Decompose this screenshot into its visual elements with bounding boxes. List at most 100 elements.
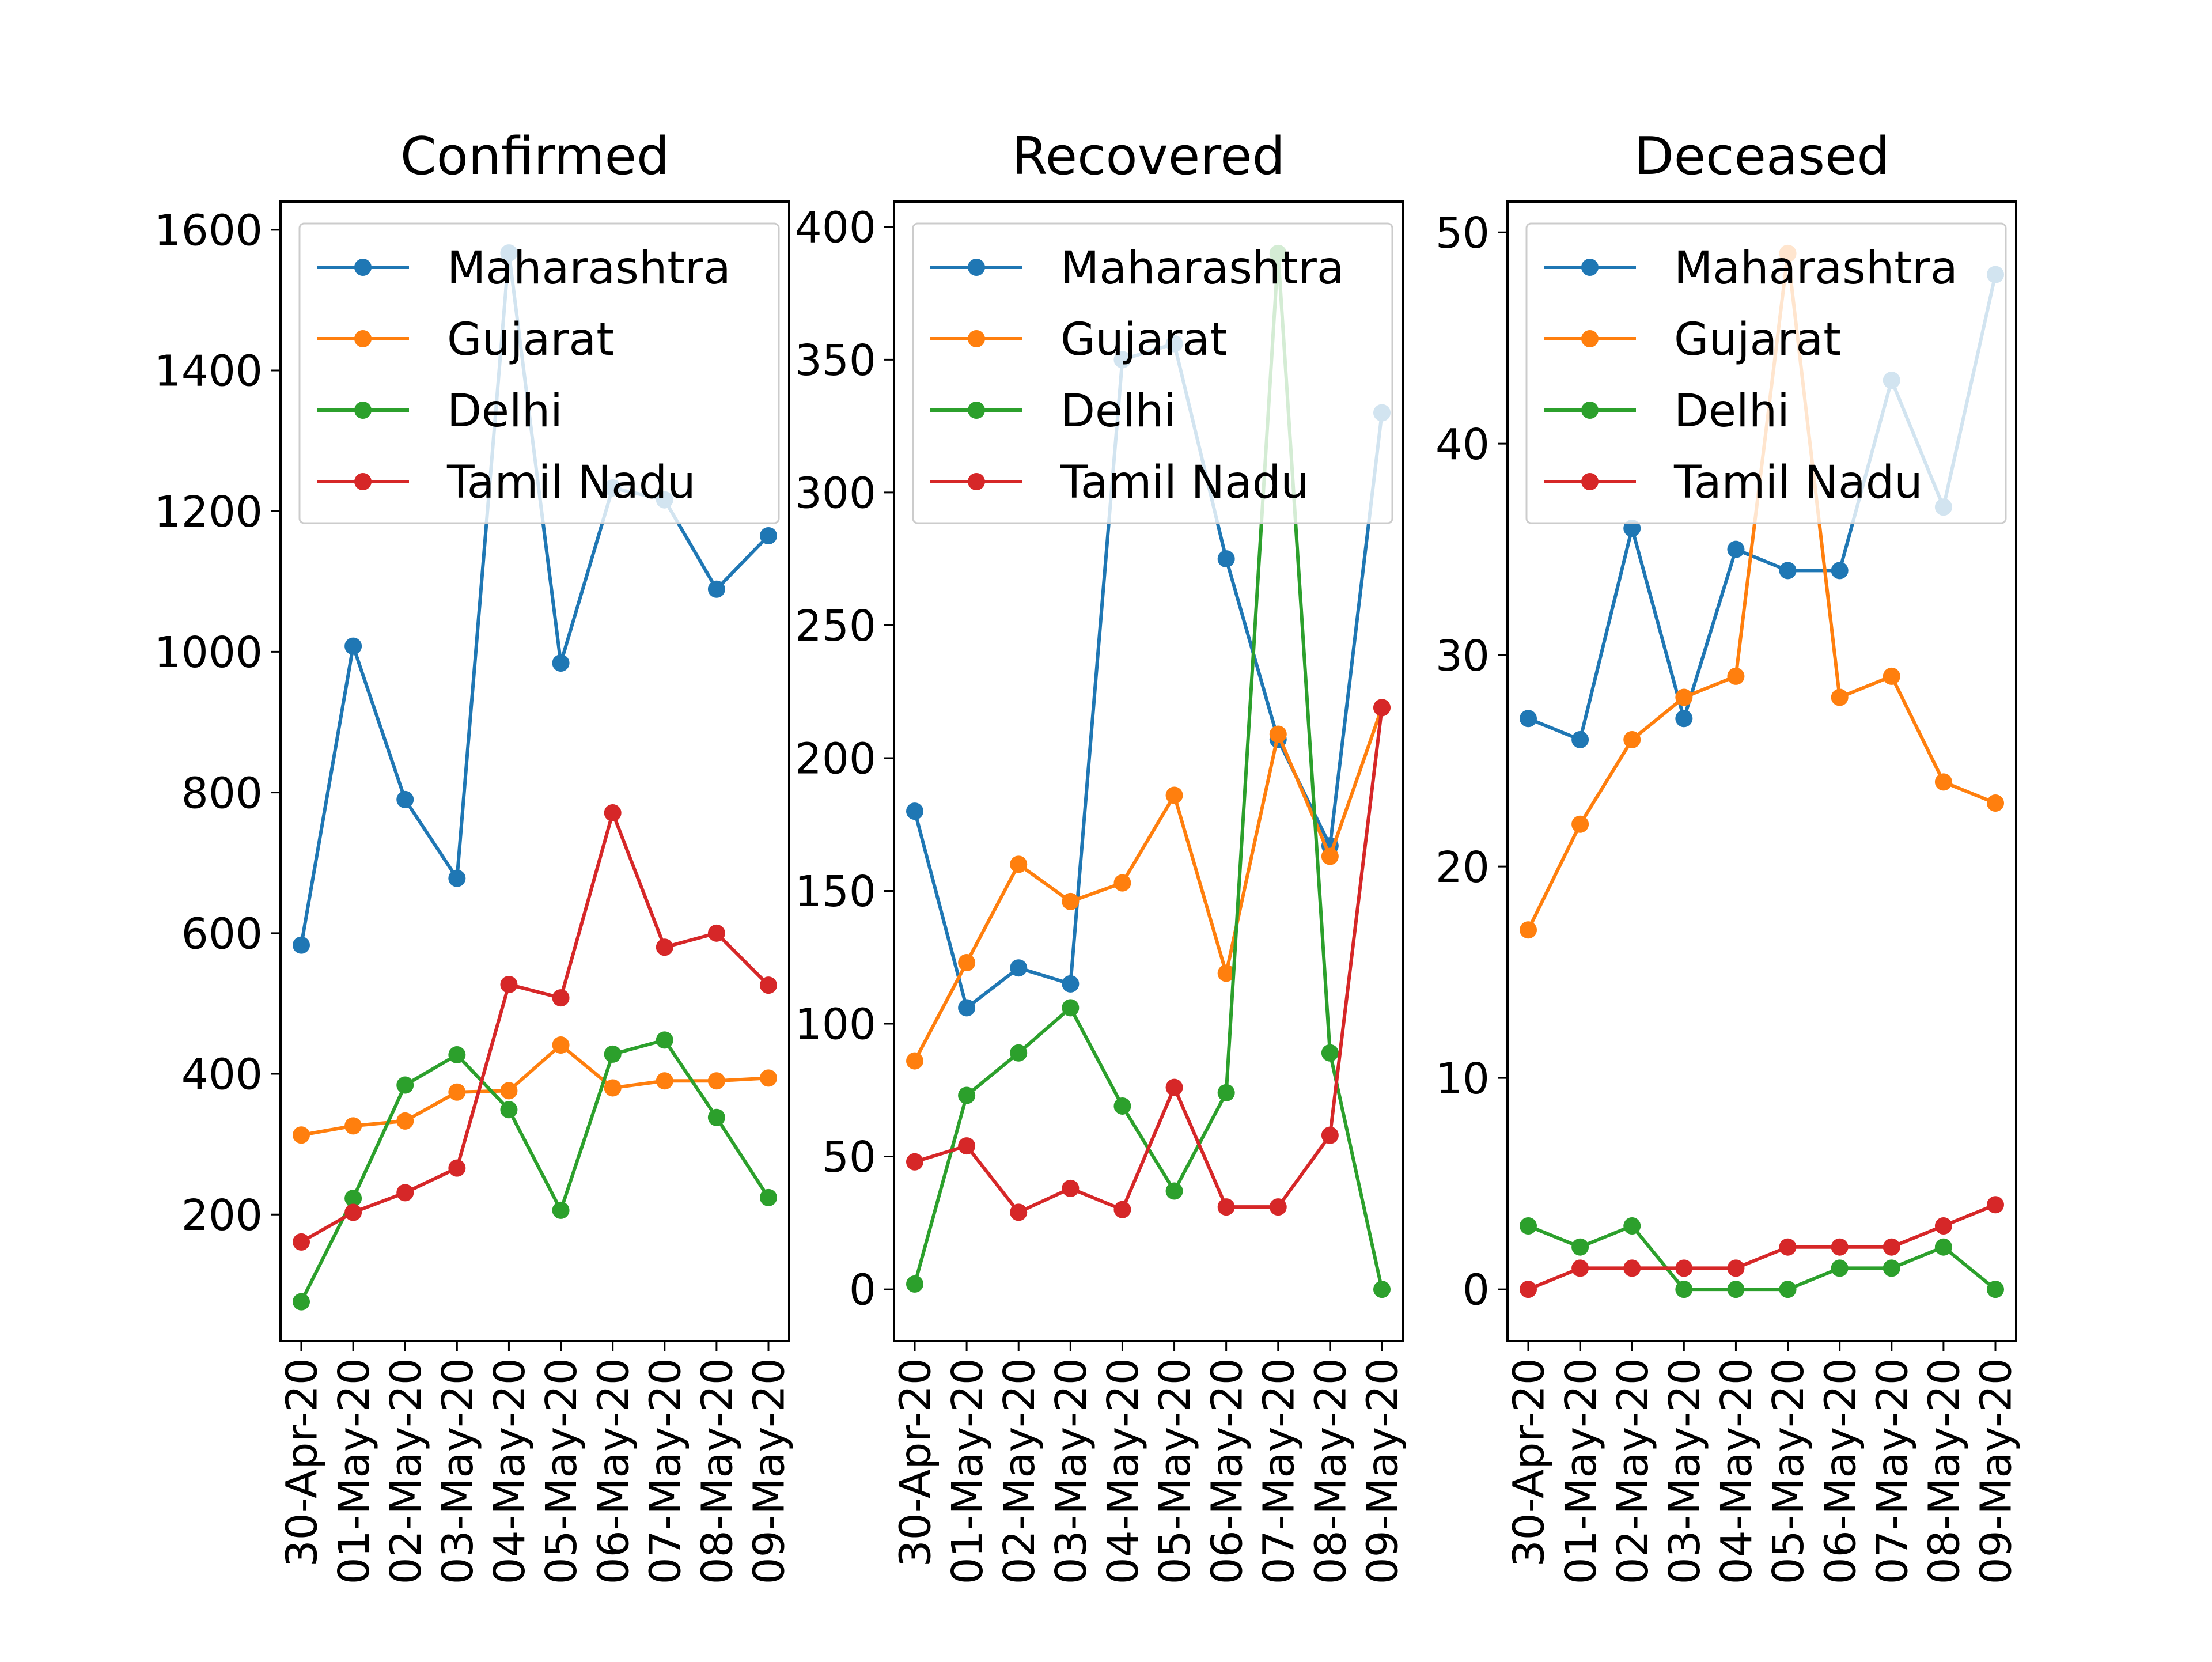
data-point-gujarat	[1883, 667, 1900, 685]
x-tick-label: 04-May-20	[1099, 1358, 1148, 1584]
y-tick-label: 50	[1435, 209, 1490, 258]
x-tick-label: 30-Apr-20	[1505, 1358, 1554, 1567]
data-point-delhi	[760, 1188, 777, 1206]
data-point-delhi	[1883, 1259, 1900, 1277]
data-point-delhi	[293, 1293, 310, 1311]
x-tick-label: 02-May-20	[381, 1358, 431, 1584]
x-tick-label: 07-May-20	[641, 1358, 690, 1584]
data-point-delhi	[1217, 1084, 1235, 1101]
legend-label-gujarat: Gujarat	[447, 314, 614, 366]
data-point-maharashtra	[396, 790, 414, 808]
data-point-gujarat	[1269, 725, 1287, 743]
series-line-delhi	[1526, 1224, 1998, 1292]
x-tick-label: 02-May-20	[995, 1358, 1044, 1584]
x-tick-label: 03-May-20	[1660, 1358, 1710, 1584]
legend-box	[912, 222, 1393, 524]
x-tick-label: 01-May-20	[943, 1358, 993, 1584]
y-tick-label: 150	[795, 867, 876, 917]
y-tick-label: 1400	[154, 347, 263, 396]
data-point-tamil-nadu	[707, 924, 725, 942]
data-point-tamil-nadu	[293, 1233, 310, 1251]
data-point-tamil-nadu	[1727, 1259, 1745, 1277]
data-point-maharashtra	[1831, 562, 1849, 580]
data-point-gujarat	[707, 1072, 725, 1090]
series-line-delhi	[298, 1038, 771, 1304]
legend-label-maharashtra: Maharashtra	[447, 243, 731, 294]
axes-frame	[279, 200, 790, 1342]
data-point-maharashtra	[448, 869, 466, 887]
y-tick-label: 400	[181, 1050, 263, 1100]
x-tick-label: 30-Apr-20	[891, 1358, 941, 1567]
x-tick-label: 04-May-20	[485, 1358, 535, 1584]
data-point-gujarat	[1675, 688, 1693, 706]
data-point-gujarat	[448, 1083, 466, 1101]
y-tick-label: 40	[1435, 420, 1490, 470]
data-point-tamil-nadu	[1571, 1259, 1589, 1277]
data-point-maharashtra	[1062, 975, 1080, 993]
legend-marker-gujarat	[968, 330, 985, 347]
data-point-gujarat	[500, 1082, 518, 1100]
data-point-tamil-nadu	[1165, 1078, 1183, 1096]
data-point-tamil-nadu	[1321, 1126, 1339, 1144]
subplot-deceased: Deceased 0 10 20 30 40 50 30-Apr-20 01-May-20 02-…	[1435, 126, 2021, 1584]
data-point-delhi	[1373, 1281, 1391, 1298]
data-point-delhi	[1987, 1281, 2004, 1298]
axes-frame	[893, 200, 1404, 1342]
data-point-delhi	[1779, 1281, 1797, 1298]
x-tick-label: 08-May-20	[693, 1358, 743, 1584]
data-point-delhi	[906, 1275, 923, 1293]
x-tick-label: 09-May-20	[1972, 1358, 2021, 1584]
data-point-delhi	[1727, 1281, 1745, 1298]
legend-label-tamil-nadu: Tamil Nadu	[446, 457, 696, 509]
data-point-delhi	[396, 1076, 414, 1094]
legend-marker-maharashtra	[354, 259, 372, 276]
legend-marker-delhi	[354, 402, 372, 419]
y-tick-label: 0	[849, 1266, 876, 1315]
data-point-maharashtra	[906, 802, 923, 820]
data-point-gujarat	[958, 953, 976, 971]
data-point-tamil-nadu	[552, 989, 570, 1007]
y-tick-label: 10	[1435, 1054, 1490, 1104]
data-point-tamil-nadu	[1269, 1198, 1287, 1216]
y-tick-label: 20	[1435, 843, 1490, 892]
data-point-delhi	[1113, 1097, 1131, 1115]
axes-frame	[1506, 200, 2017, 1342]
data-point-tamil-nadu	[1934, 1217, 1952, 1235]
legend-marker-delhi	[1581, 402, 1599, 419]
x-tick-label: 08-May-20	[1920, 1358, 1969, 1584]
subplot-title: Deceased	[1634, 126, 1889, 187]
data-point-gujarat	[1520, 921, 1537, 939]
x-tick-label: 01-May-20	[1556, 1358, 1606, 1584]
legend: Maharashtra Gujarat Delhi Tamil Nadu	[298, 222, 780, 524]
legend-label-maharashtra: Maharashtra	[1674, 243, 1958, 294]
x-tick-label: 05-May-20	[537, 1358, 586, 1584]
y-tick-label: 30	[1435, 631, 1490, 681]
data-point-delhi	[707, 1108, 725, 1126]
data-point-delhi	[344, 1190, 362, 1207]
data-point-gujarat	[552, 1036, 570, 1054]
data-point-delhi	[1165, 1182, 1183, 1200]
data-point-tamil-nadu	[958, 1137, 976, 1155]
subplot-title: Confirmed	[400, 126, 669, 187]
legend-label-tamil-nadu: Tamil Nadu	[1060, 457, 1309, 509]
data-point-tamil-nadu	[1010, 1203, 1028, 1221]
data-point-delhi	[1571, 1238, 1589, 1256]
y-tick-label: 350	[795, 336, 876, 385]
data-point-maharashtra	[1779, 562, 1797, 580]
data-point-maharashtra	[552, 654, 570, 672]
legend-label-maharashtra: Maharashtra	[1060, 243, 1344, 294]
data-point-delhi	[1831, 1259, 1849, 1277]
x-tick-label: 03-May-20	[1047, 1358, 1096, 1584]
data-point-tamil-nadu	[344, 1203, 362, 1221]
data-point-gujarat	[1010, 855, 1028, 873]
legend-marker-tamil-nadu	[968, 473, 985, 490]
subplot-title: Recovered	[1012, 126, 1285, 187]
y-tick-label: 1000	[154, 628, 263, 677]
y-tick-label: 1600	[154, 206, 263, 255]
plot-area	[293, 244, 777, 1311]
legend-marker-tamil-nadu	[354, 473, 372, 490]
data-point-delhi	[1321, 1044, 1339, 1062]
data-point-gujarat	[1987, 794, 2004, 812]
legend-label-delhi: Delhi	[1060, 385, 1176, 437]
x-tick-label: 07-May-20	[1254, 1358, 1304, 1584]
